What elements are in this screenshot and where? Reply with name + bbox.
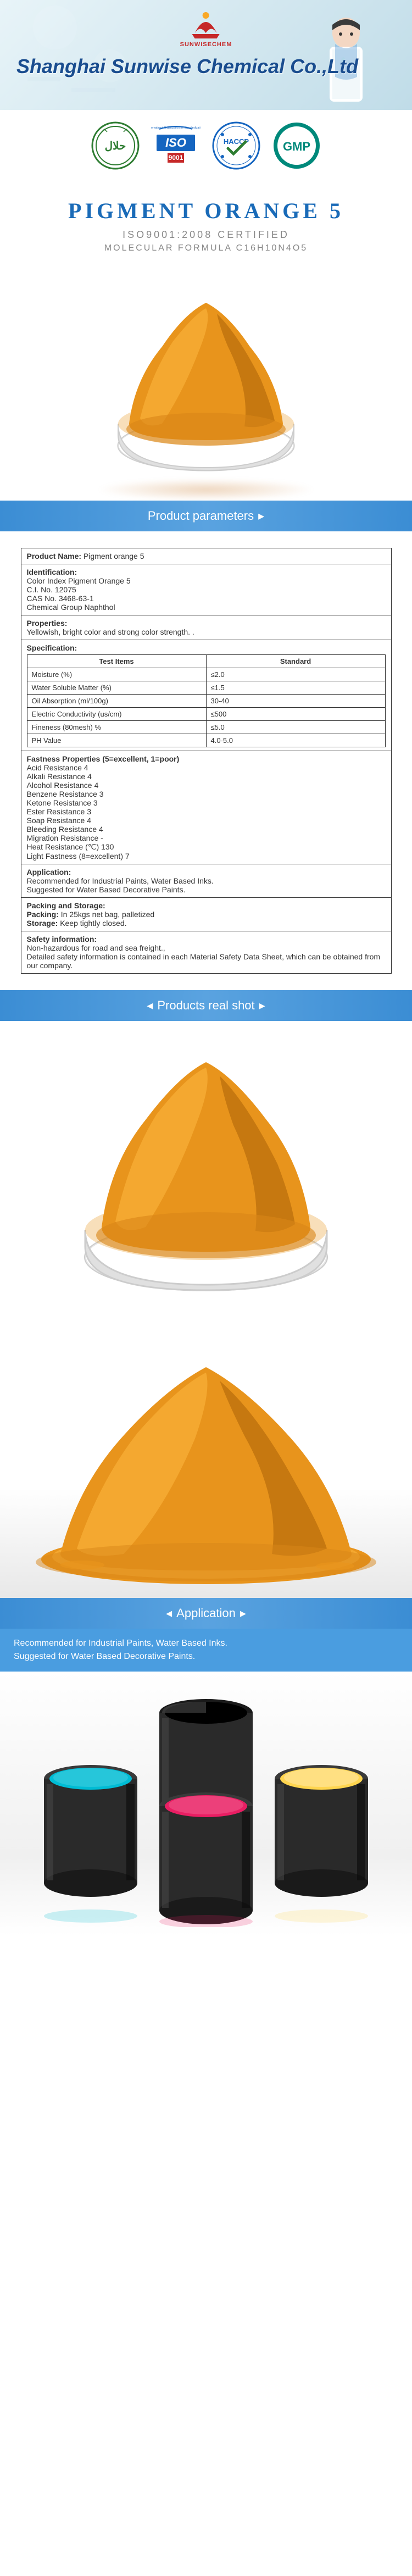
arrow-right-icon: ▸ (259, 998, 265, 1013)
spec-item: Electric Conductivity (us/cm) (27, 708, 206, 721)
spec-table: Test ItemsStandard Moisture (%)≤2.0 Wate… (27, 654, 386, 747)
fast-line: Ketone Resistance 3 (27, 798, 386, 807)
pigment-pile-icon (27, 1340, 385, 1587)
spec-item: Moisture (%) (27, 668, 206, 681)
params-banner-text: Product parameters (148, 509, 254, 523)
haccp-badge: HACCP (211, 121, 261, 170)
title-section: PIGMENT ORANGE 5 ISO9001:2008 CERTIFIED … (0, 181, 412, 270)
spec-val: ≤1.5 (206, 681, 385, 695)
pack-line2: Keep tightly closed. (60, 919, 126, 928)
prod-name-label: Product Name: (27, 552, 82, 560)
company-header: SUNWISECHEM Shanghai Sunwise Chemical Co… (0, 0, 412, 110)
pack-label: Packing and Storage: (27, 901, 386, 910)
cert-row: حلال ISO 9001 International Organization… (0, 110, 412, 181)
fast-line: Ester Resistance 3 (27, 807, 386, 816)
iso-badge: ISO 9001 International Organization for … (151, 121, 201, 170)
molecular-formula: MOLECULAR FORMULA C16H10N4O5 (11, 243, 401, 253)
logo-brand-text: SUNWISECHEM (180, 41, 232, 48)
spec-item: Oil Absorption (ml/100g) (27, 695, 206, 708)
spec-val: 30-40 (206, 695, 385, 708)
spec-val: 4.0-5.0 (206, 734, 385, 747)
fast-line: Heat Resistance (℃) 130 (27, 842, 386, 852)
fast-line: Light Fastness (8=excellent) 7 (27, 852, 386, 860)
app-text-line2: Suggested for Water Based Decorative Pai… (14, 1650, 398, 1663)
logo-block: SUNWISECHEM (180, 5, 232, 48)
spec-val: ≤5.0 (206, 721, 385, 734)
safety-cell: Safety information: Non-hazardous for ro… (21, 931, 391, 974)
spec-item: Water Soluble Matter (%) (27, 681, 206, 695)
spec-item: PH Value (27, 734, 206, 747)
params-banner: Product parameters ▸ (0, 501, 412, 531)
realshot-bowl-image (0, 1021, 412, 1323)
fast-line: Migration Resistance - (27, 834, 386, 842)
application-banner-text: Application (176, 1606, 236, 1620)
safety-line: Non-hazardous for road and sea freight., (27, 943, 386, 952)
fast-line: Soap Resistance 4 (27, 816, 386, 825)
svg-text:International Organization for: International Organization for Standardi… (151, 126, 201, 130)
pigment-bowl-large-icon (41, 1037, 371, 1312)
realshot-pile-image (0, 1323, 412, 1598)
halal-badge: حلال (91, 121, 140, 170)
prod-name-value: Pigment orange 5 (83, 552, 144, 560)
sunwise-logo-icon (184, 5, 228, 38)
hero-product-image (0, 270, 412, 501)
spec-header: Standard (206, 655, 385, 668)
safety-line: Detailed safety information is contained… (27, 952, 386, 970)
safety-label: Safety information: (27, 935, 386, 943)
prop-cell: Properties: Yellowish, bright color and … (21, 615, 391, 640)
spec-val: ≤500 (206, 708, 385, 721)
pack-cell: Packing and Storage: Packing: In 25kgs n… (21, 898, 391, 931)
cert-line: ISO9001:2008 CERTIFIED (11, 229, 401, 241)
fast-line: Alkali Resistance 4 (27, 772, 386, 781)
fast-label: Fastness Properties (5=excellent, 1=poor… (27, 754, 386, 763)
reflection (96, 479, 316, 501)
application-banner: ◂ Application ▸ (0, 1598, 412, 1629)
svg-text:GMP: GMP (283, 140, 310, 153)
realshot-banner-text: Products real shot (157, 998, 254, 1012)
spec-header: Test Items (27, 655, 206, 668)
arrow-left-icon: ◂ (166, 1606, 172, 1620)
ident-line: Chemical Group Naphthol (27, 603, 386, 612)
paint-cans-icon (14, 1680, 398, 1927)
realshot-banner: ◂ Products real shot ▸ (0, 990, 412, 1021)
application-text-banner: Recommended for Industrial Paints, Water… (0, 1629, 412, 1672)
arrow-right-icon: ▸ (240, 1606, 246, 1620)
arrow-left-icon: ◂ (147, 998, 153, 1013)
fast-cell: Fastness Properties (5=excellent, 1=poor… (21, 751, 391, 864)
arrow-right-icon: ▸ (258, 509, 264, 523)
svg-text:ISO: ISO (165, 136, 186, 149)
ident-line: Color Index Pigment Orange 5 (27, 576, 386, 585)
app-line: Recommended for Industrial Paints, Water… (27, 876, 386, 885)
fast-line: Benzene Resistance 3 (27, 790, 386, 798)
pack-line1-label: Packing: (27, 910, 59, 919)
spec-val: ≤2.0 (206, 668, 385, 681)
spec-label: Specification: (27, 643, 386, 652)
params-table: Product Name: Pigment orange 5 Identific… (21, 548, 392, 974)
prop-text: Yellowish, bright color and strong color… (27, 628, 386, 636)
gmp-badge: GMP (272, 121, 321, 170)
fast-line: Acid Resistance 4 (27, 763, 386, 772)
app-line: Suggested for Water Based Decorative Pai… (27, 885, 386, 894)
svg-text:9001: 9001 (169, 154, 183, 162)
fast-line: Alcohol Resistance 4 (27, 781, 386, 790)
svg-text:حلال: حلال (105, 140, 126, 152)
spec-item: Fineness (80mesh) % (27, 721, 206, 734)
fast-line: Bleeding Resistance 4 (27, 825, 386, 834)
pack-line2-label: Storage: (27, 919, 58, 928)
ident-cell: Identification: Color Index Pigment Oran… (21, 564, 391, 615)
ident-line: CAS No. 3468-63-1 (27, 594, 386, 603)
pack-line1: In 25kgs net bag, palletized (61, 910, 154, 919)
app-label: Application: (27, 868, 386, 876)
product-title: PIGMENT ORANGE 5 (11, 198, 401, 224)
ident-line: C.I. No. 12075 (27, 585, 386, 594)
paint-cans-image (0, 1672, 412, 1935)
ident-label: Identification: (27, 568, 386, 576)
pigment-bowl-icon (74, 281, 338, 479)
company-name: Shanghai Sunwise Chemical Co.,Ltd (16, 55, 358, 78)
app-text-line1: Recommended for Industrial Paints, Water… (14, 1637, 398, 1650)
prop-label: Properties: (27, 619, 386, 628)
app-cell: Application: Recommended for Industrial … (21, 864, 391, 898)
spec-cell: Specification: Test ItemsStandard Moistu… (21, 640, 391, 751)
